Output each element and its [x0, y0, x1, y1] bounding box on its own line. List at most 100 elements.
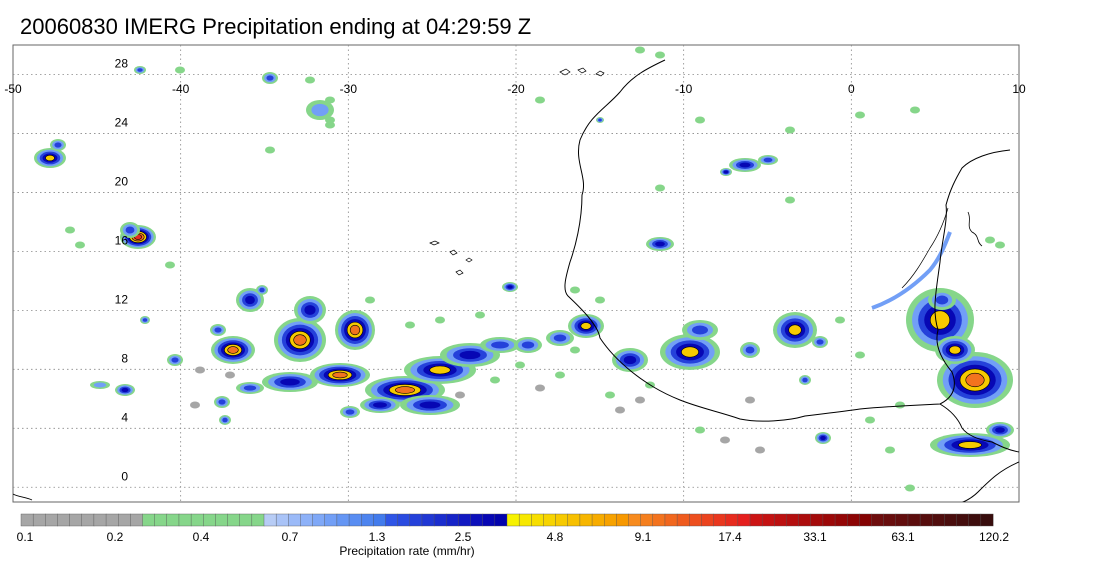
- colorbar-box: [518, 513, 532, 527]
- precip-speck: [865, 416, 875, 424]
- colorbar-box: [689, 513, 702, 527]
- lon-tick-label: -20: [507, 82, 525, 96]
- colorbar-box: [701, 513, 714, 527]
- precip-cell: [345, 409, 355, 415]
- precip-speck: [695, 116, 705, 124]
- precip-speck: [365, 296, 375, 304]
- colorbar-box: [348, 513, 362, 527]
- colorbar-box: [834, 513, 848, 527]
- colorbar-box: [300, 513, 314, 527]
- colorbar-box: [567, 513, 581, 527]
- precip-cell: [259, 287, 265, 293]
- colorbar-box: [57, 513, 71, 527]
- precip-cell: [521, 341, 535, 349]
- coastline-lower-right: [961, 461, 1019, 502]
- precip-cell: [429, 365, 451, 375]
- precip-cell: [745, 346, 755, 354]
- precip-cell: [311, 103, 329, 117]
- colorbar-box: [919, 513, 933, 527]
- coastlines: [13, 59, 1019, 502]
- precip-cell: [820, 435, 826, 441]
- colorbar-box: [774, 513, 787, 527]
- precip-speck: [195, 366, 205, 374]
- colorbar-tick-label: 2.5: [454, 530, 472, 544]
- island-7: [465, 257, 473, 263]
- island-3: [595, 70, 605, 77]
- precip-speck: [895, 401, 905, 409]
- precip-streak: [871, 231, 952, 310]
- coastline-west-africa: [564, 59, 1011, 422]
- colorbar-box: [312, 513, 326, 527]
- lon-tick-label: -10: [675, 82, 693, 96]
- colorbar-tick-label: 33.1: [803, 530, 827, 544]
- precip-cell: [995, 427, 1005, 433]
- colorbar-box: [361, 513, 374, 527]
- precip-speck: [555, 371, 565, 379]
- colorbar-tick-label: 0.4: [192, 530, 210, 544]
- precip-speck: [535, 384, 545, 392]
- colorbar-box: [81, 513, 95, 527]
- precip-cell: [214, 327, 222, 333]
- precip-cell: [655, 241, 665, 247]
- precip-speck: [655, 51, 665, 59]
- colorbar-box: [130, 513, 143, 527]
- colorbar-box: [409, 513, 423, 527]
- precip-speck: [635, 396, 645, 404]
- colorbar-box: [968, 513, 982, 527]
- precip-cell: [965, 372, 985, 388]
- colorbar-box: [871, 513, 885, 527]
- colorbar-box: [105, 513, 119, 527]
- precip-speck: [745, 396, 755, 404]
- colorbar-box: [786, 513, 800, 527]
- colorbar-box: [737, 513, 751, 527]
- precip-cell: [125, 226, 135, 234]
- precip-speck: [910, 106, 920, 114]
- colorbar-box: [591, 513, 605, 527]
- colorbar-box: [604, 513, 617, 527]
- precip-speck: [885, 446, 895, 454]
- colorbar-box: [628, 513, 642, 527]
- lat-tick-label: 4: [121, 410, 128, 424]
- colorbar-box: [713, 513, 727, 527]
- colorbar-box: [859, 513, 872, 527]
- lon-tick-label: -40: [172, 82, 190, 96]
- map-grid: [13, 45, 1019, 502]
- lon-tick-label: 0: [848, 82, 855, 96]
- colorbar-box: [93, 513, 107, 527]
- island-2: [577, 67, 587, 74]
- precip-speck: [570, 286, 580, 294]
- colorbar-box: [579, 513, 593, 527]
- colorbar-box: [142, 513, 156, 527]
- colorbar-box: [555, 513, 569, 527]
- colorbar-box: [203, 513, 216, 527]
- precip-cell: [816, 339, 824, 345]
- precip-speck: [755, 446, 765, 454]
- lat-tick-label: 16: [115, 233, 129, 247]
- map-frame: [12, 44, 1020, 503]
- colorbar-box: [494, 513, 508, 527]
- precip-speck: [905, 484, 915, 492]
- colorbar-box: [847, 513, 860, 527]
- precip-cell: [723, 170, 729, 174]
- precip-cell: [788, 324, 802, 336]
- chart-title: 20060830 IMERG Precipitation ending at 0…: [20, 14, 532, 39]
- precip-cell: [171, 357, 179, 363]
- precip-cell: [395, 386, 415, 394]
- colorbar-box: [956, 513, 970, 527]
- colorbar-box: [263, 513, 277, 527]
- colorbar-title: Precipitation rate (mm/hr): [339, 544, 475, 558]
- colorbar-box: [154, 513, 168, 527]
- precip-cell: [935, 295, 949, 305]
- precip-cell: [553, 334, 567, 342]
- colorbar-box: [664, 513, 678, 527]
- colorbar-box: [397, 513, 411, 527]
- precip-cell: [222, 417, 228, 423]
- colorbar-box: [385, 513, 399, 527]
- precip-speck: [785, 126, 795, 134]
- precip-cell: [218, 399, 226, 405]
- colorbar-box: [506, 513, 520, 527]
- colorbar-box: [652, 513, 666, 527]
- colorbar-box: [883, 513, 897, 527]
- precip-speck: [405, 321, 415, 329]
